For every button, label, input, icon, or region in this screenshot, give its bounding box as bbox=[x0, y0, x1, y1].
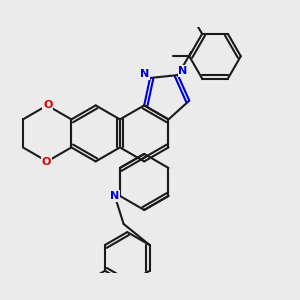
Text: N: N bbox=[178, 66, 188, 76]
Text: N: N bbox=[140, 69, 149, 79]
Text: O: O bbox=[42, 157, 51, 167]
Text: N: N bbox=[110, 191, 119, 201]
Text: O: O bbox=[43, 100, 52, 110]
